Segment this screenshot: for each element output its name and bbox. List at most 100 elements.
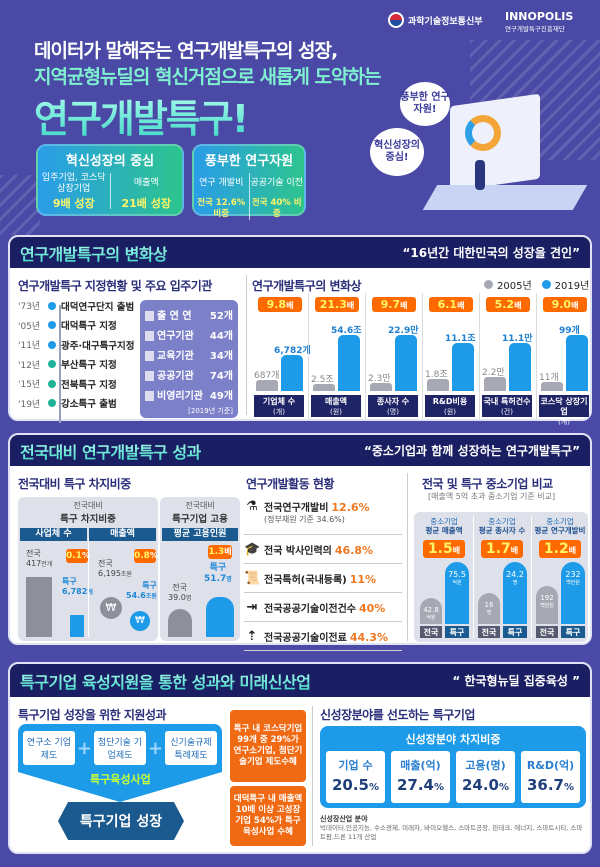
bar-special: 24.2 명	[503, 562, 527, 624]
panel-title: 전국대비	[73, 501, 103, 510]
national-sales: 전국 6,195조원	[98, 559, 132, 578]
activity-note: (정부재원 기준 34.6%)	[264, 515, 345, 524]
subsection-title: 전국대비 특구 차지비중	[18, 477, 131, 491]
note-title: 신성장산업 분야	[320, 815, 368, 823]
activity-percent: 40%	[359, 601, 386, 615]
legend-swatch-2019	[541, 280, 551, 289]
bar-2005	[427, 379, 449, 391]
transfer-icon: ⇥	[246, 599, 258, 615]
won-coin-icon: ₩	[130, 611, 150, 631]
multiplier-badge: 1.5배	[423, 540, 465, 558]
box-label: 공공기술 이전	[250, 178, 304, 188]
section-quote: “16년간 대한민국의 성장을 견인”	[402, 246, 581, 260]
employment-panel: 전국대비 특구기업 고용 평균 고용인원 1.3배 특구 51.7명 전국 39.0…	[160, 497, 240, 641]
institution-count: 52개	[209, 310, 233, 322]
special-sales: 특구 54.6조원	[126, 581, 157, 600]
category-label: 종사자 수 (명)	[368, 395, 418, 417]
group-title: 평균 연구개발비	[534, 526, 586, 535]
timeline-item: '12년 부산특구 지정	[18, 355, 135, 375]
section-quote: “중소기업과 함께 성장하는 연구개발특구”	[364, 444, 580, 458]
tab-business-count: 사업체 수	[20, 528, 87, 541]
institution-row: 비영리기관 49개	[140, 384, 238, 404]
graduate-icon: 🎓	[244, 541, 261, 557]
bar-2005	[541, 381, 563, 391]
share-value: 24.0%	[461, 776, 510, 794]
multiplier-badge: 21.3배	[315, 297, 359, 312]
subsection-title: 연구개발특구 지정현황 및 주요 입주기관	[18, 279, 212, 293]
resources-box: 풍부한 연구자원 연구 개발비 전국 12.6% 비중 공공기술 이전 전국 40%…	[192, 144, 306, 220]
timeline-item: '05년 대덕특구 지정	[18, 316, 135, 336]
value-label-2005: 687개	[254, 371, 280, 382]
biz-share-badge: 0.1%	[66, 549, 90, 563]
sme-comparison-chart: 중소기업 평균 매출액 1.5배 42.8 억원 75.5 억원 전국 특구 중소기업 평균 종사자…	[414, 512, 588, 642]
funnel-arrow	[18, 772, 222, 802]
legend-label: 2005년	[497, 281, 532, 292]
building-icon	[145, 310, 154, 321]
chart-title: 연구개발특구의 변화상	[252, 279, 362, 293]
multiplier-badge: 5.2배	[486, 297, 530, 312]
timeline-item: '15년 전북특구 지정	[18, 374, 135, 394]
value-label-2019: 11.1조	[445, 334, 476, 344]
activity-text: 전국연구개발비	[264, 503, 329, 514]
group-title: 중소기업	[546, 517, 574, 526]
box-label: 입주기업, 코스닥상장기업	[41, 173, 106, 194]
share-label: 기업 수	[338, 759, 373, 772]
bar-national: 16 명	[478, 593, 500, 624]
timeline-dot-icon	[48, 379, 56, 388]
national-employees: 전국 39.0명	[168, 583, 192, 602]
bar-national: 192 백만원	[536, 586, 558, 624]
institution-count: 34개	[209, 350, 233, 362]
new-growth-share-box: 신성장분야 차지비중 기업 수 20.5% 매출(억) 27.4% 고용(명) 24.0%…	[320, 726, 586, 808]
person-icon	[206, 597, 234, 637]
share-label: 고용(명)	[465, 759, 506, 772]
value-label-2019: 22.9만	[388, 326, 419, 336]
activity-list: ⚗ 전국연구개발비 12.6% (정부재원 기준 34.6%) 🎓 전국 박사인력의 46.…	[244, 495, 402, 651]
timeline-line	[59, 305, 61, 423]
timeline-label: 강소특구 출범	[61, 399, 117, 411]
bar-2019	[338, 335, 360, 391]
share-value: 27.4%	[396, 776, 445, 794]
callout-daedeok: 대덕특구 내 매출액 10배 이상 고성장기업 54%가 특구육성사업 수혜	[230, 786, 306, 846]
section-title: 특구기업 육성지원을 통한 성과와 미래신산업	[20, 669, 311, 693]
timeline-label: 광주·대구특구지정	[61, 340, 135, 352]
timeline-year: '11년	[18, 341, 41, 352]
growth-result-badge: 특구기업 성장	[58, 802, 184, 840]
institution-row: 공공기관 74개	[140, 364, 238, 384]
institutions-note: [2019년 기준]	[188, 407, 233, 415]
timeline-year: '05년	[18, 321, 41, 332]
bar-2019	[395, 335, 417, 391]
tab-sales: 매출액	[89, 528, 156, 541]
timeline-dot-icon	[48, 301, 56, 310]
box-value: 21배 성장	[121, 197, 172, 210]
timeline-label: 대덕특구 지정	[61, 321, 117, 333]
value-label-2005: 2.5조	[311, 375, 334, 385]
multiplier-badge: 9.0배	[543, 297, 587, 312]
section-quote: “ 한국형뉴딜 집중육성 ”	[452, 674, 580, 688]
building-icon	[145, 390, 154, 401]
multiplier-badge: 6.1배	[429, 297, 473, 312]
callout-kosdaq: 특구 내 코스닥기업 99개 중 29%가 연구소기업, 첨단기술기업 제도수혜	[230, 710, 306, 782]
sales-share-badge: 0.8%	[134, 549, 158, 563]
timeline-dot-icon	[48, 321, 56, 330]
innopolis-name: INNOPOLIS	[505, 10, 574, 23]
share-value: 36.7%	[526, 776, 575, 794]
headline-line1: 데이터가 말해주는 연구개발특구의 성장,	[34, 40, 338, 62]
section-future: 특구기업 육성지원을 통한 성과와 미래신산업 “ 한국형뉴딜 집중육성 ” 특…	[8, 662, 592, 854]
comparison-note: [매출액 5억 초과 중소기업 기준 비교]	[428, 492, 556, 501]
box-value: 전국 40% 비중	[251, 198, 302, 219]
group-title: 중소기업	[488, 517, 516, 526]
category-label: R&D비용 (원)	[425, 395, 475, 417]
multiplier-badge: 9.7배	[372, 297, 416, 312]
section-performance: 전국대비 연구개발특구 성과 “중소기업과 함께 성장하는 연구개발특구” 전국…	[8, 433, 592, 651]
bar-2019	[452, 343, 474, 391]
subsection-title: 전국 및 특구 중소기업 비교	[422, 477, 553, 491]
value-label-2005: 2.3만	[368, 373, 391, 384]
timeline-year: '12년	[18, 360, 41, 371]
won-coin-icon: ₩	[100, 597, 122, 619]
coins-icon: ⇡	[246, 628, 258, 644]
innopolis-sub: 연구개발특구진흥재단	[505, 25, 565, 33]
timeline: '73년 대덕연구단지 출범 '05년 대덕특구 지정 '11년 광주·대구특구지정 '12…	[18, 296, 135, 413]
value-label-2005: 11개	[539, 372, 559, 383]
section-changes: 연구개발특구의 변화상 “16년간 대한민국의 성장을 견인” 연구개발특구 지…	[8, 235, 592, 426]
timeline-year: '73년	[18, 302, 41, 313]
